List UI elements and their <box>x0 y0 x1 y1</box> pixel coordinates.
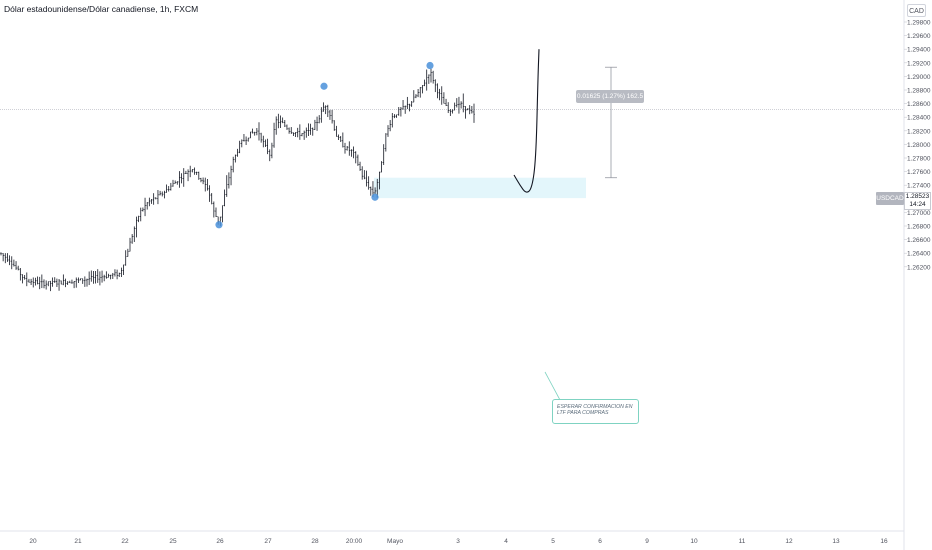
pivot-marker <box>426 61 434 70</box>
price-tick-label: 1.29000 <box>907 74 931 81</box>
callout-pointer <box>544 371 561 401</box>
current-price-badge: 1.28523 14:24 <box>904 192 931 210</box>
time-tick-label: 9 <box>645 538 649 545</box>
price-tick-label: 1.28000 <box>907 142 931 149</box>
price-tick-label: 1.26200 <box>907 264 931 271</box>
price-tick-label: 1.27800 <box>907 156 931 163</box>
measure-label: 0.01625 (1.27%) 162.5 <box>576 90 644 103</box>
time-tick-label: Mayo <box>387 538 403 545</box>
time-tick-label: 26 <box>216 538 224 545</box>
price-tick-label: 1.28200 <box>907 128 931 135</box>
currency-button[interactable]: CAD <box>907 4 926 17</box>
time-tick-label: 5 <box>551 538 555 545</box>
pivot-markers <box>215 61 434 229</box>
time-tick-label: 25 <box>169 538 177 545</box>
annotation-callout[interactable]: ESPERAR CONFIRMACION EN LTF PARA COMPRAS <box>552 399 639 424</box>
price-axis: 1.29800 1.29600 1.29400 1.29200 1.29000 1.288… <box>904 20 931 271</box>
price-tick-label: 1.27000 <box>907 210 931 217</box>
pivot-marker <box>215 221 223 229</box>
time-tick-label: 28 <box>311 538 319 545</box>
time-tick-label: 22 <box>121 538 129 545</box>
price-tick-label: 1.28400 <box>907 115 931 122</box>
candle-countdown: 14:24 <box>909 201 926 208</box>
time-tick-label: 3 <box>456 538 460 545</box>
candles <box>0 68 475 292</box>
time-tick-label: 20:00 <box>346 538 363 545</box>
price-tick-label: 1.29200 <box>907 60 931 67</box>
price-tick-label: 1.26600 <box>907 237 931 244</box>
price-tick-label: 1.29400 <box>907 47 931 54</box>
time-tick-label: 27 <box>264 538 272 545</box>
time-tick-label: 16 <box>880 538 888 545</box>
chart-title: Dólar estadounidense/Dólar canadiense, 1… <box>4 4 199 14</box>
price-tick-label: 1.28600 <box>907 101 931 108</box>
price-tick-label: 1.29600 <box>907 33 931 40</box>
time-tick-label: 13 <box>832 538 840 545</box>
time-tick-label: 21 <box>74 538 82 545</box>
projection-curve[interactable] <box>513 49 540 193</box>
demand-zone[interactable] <box>374 177 586 199</box>
price-tick-label: 1.27400 <box>907 183 931 190</box>
time-tick-label: 4 <box>504 538 508 545</box>
time-tick-label: 11 <box>739 538 746 545</box>
pivot-marker <box>320 82 328 90</box>
price-tick-label: 1.26800 <box>907 224 931 231</box>
time-tick-label: 20 <box>29 538 37 545</box>
price-tick-label: 1.29800 <box>907 20 931 27</box>
current-price-value: 1.28523 <box>905 193 930 200</box>
pivot-marker <box>371 193 379 201</box>
time-axis: 20 21 22 25 26 27 28 20:00 Mayo 3 4 5 6 9 10 11 12 13 16 <box>29 538 888 545</box>
time-tick-label: 12 <box>785 538 793 545</box>
price-tick-label: 1.28800 <box>907 88 931 95</box>
symbol-tag: USDCAD <box>876 192 904 205</box>
price-range-tool[interactable] <box>605 66 617 179</box>
price-tick-label: 1.27600 <box>907 169 931 176</box>
time-tick-label: 6 <box>598 538 602 545</box>
price-tick-label: 1.26400 <box>907 251 931 258</box>
time-tick-label: 10 <box>690 538 698 545</box>
